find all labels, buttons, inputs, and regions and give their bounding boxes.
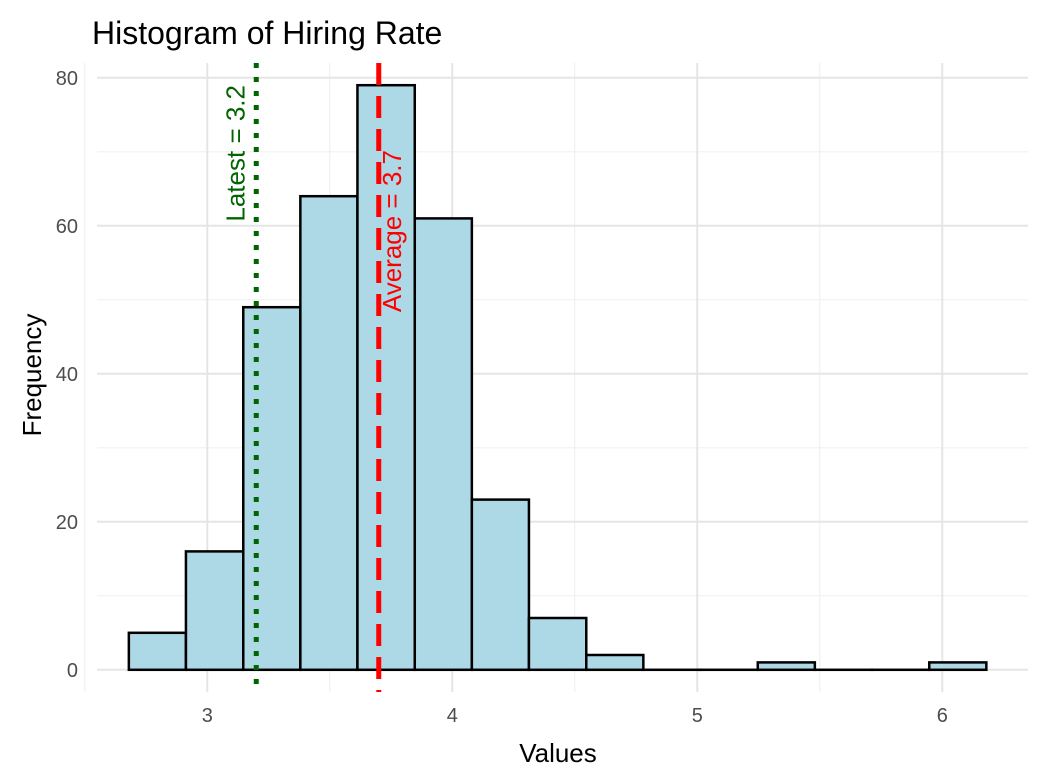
y-tick-label: 60 [56,216,78,238]
x-tick-label: 6 [937,705,948,727]
histogram-bars [127,83,988,672]
histogram-bar-1 [184,550,245,672]
x-axis-title: Values [519,738,597,768]
y-tick-label: 40 [56,364,78,386]
y-tick-label: 0 [67,660,78,682]
axis-ticks: 0 20 40 60 80 3 4 5 6 [56,68,948,727]
chart-title: Histogram of Hiring Rate [92,15,442,51]
histogram-bar-8 [585,653,645,672]
histogram-bar-2 [242,305,302,672]
histogram-bar-14 [928,661,988,672]
histogram-bar-5 [413,217,474,672]
histogram-bar-7 [527,616,588,672]
reference-lines: Latest = 3.2 Average = 3.7 [220,63,407,692]
latest-label: Latest = 3.2 [220,85,250,222]
x-tick-label: 5 [692,705,703,727]
histogram-bar-0 [127,631,188,672]
x-tick-label: 4 [447,705,458,727]
y-tick-label: 80 [56,68,78,90]
x-tick-label: 3 [202,705,213,727]
histogram-bar-3 [299,194,359,672]
histogram-bar-6 [470,498,531,672]
histogram-bar-11 [756,661,817,672]
average-label: Average = 3.7 [377,150,407,312]
y-axis-title: Frequency [17,314,47,437]
y-tick-label: 20 [56,512,78,534]
